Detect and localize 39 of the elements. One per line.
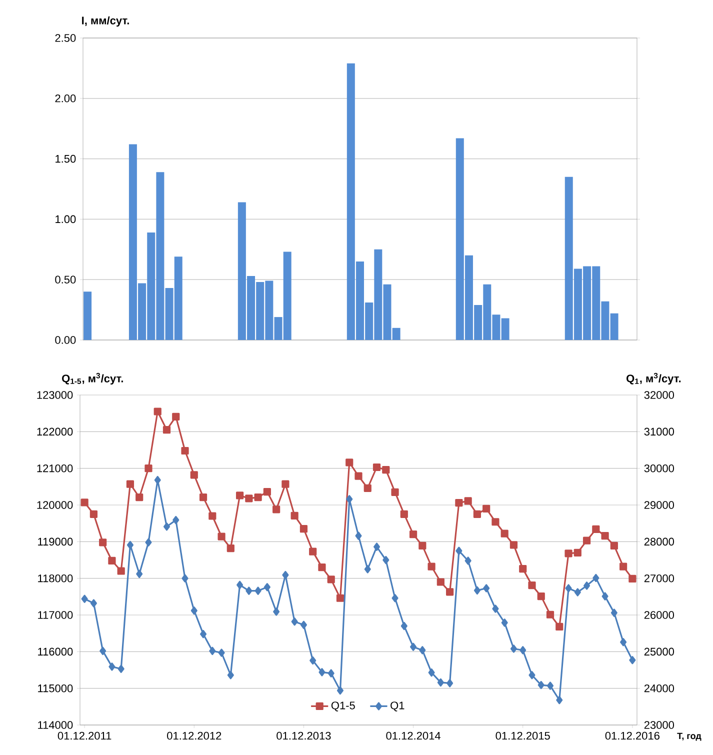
y-tick-label: 1.50 <box>56 154 76 163</box>
y-tick-label: 2.50 <box>55 34 76 42</box>
legend-label: Q1-5 <box>331 702 355 712</box>
y-tick-label: 0.00 <box>55 336 76 344</box>
x-axis-title: Т, год <box>677 732 702 741</box>
x-tick-label: 01.12.2013 <box>276 732 331 740</box>
y-tick-label: 123000 <box>37 391 73 399</box>
x-tick-label: 01.12.2014 <box>386 732 440 740</box>
y-axis-title: Q$_{1-5}$, м$^{3}$/сут. <box>62 372 123 385</box>
y2-tick-label: 26000 <box>644 611 674 619</box>
legend-label: Q1 <box>390 702 404 712</box>
bar <box>84 292 92 340</box>
y2-tick-label: 29000 <box>644 501 674 509</box>
y2-tick-label: 23000 <box>644 721 674 729</box>
y2-tick-label: 24000 <box>644 684 674 692</box>
y2-tick-label: 32000 <box>644 391 674 399</box>
y2-tick-label: 30000 <box>644 464 674 472</box>
x-tick-label: 01.12.2012 <box>167 732 222 740</box>
y-tick-label: 119000 <box>38 538 73 546</box>
y-tick-label: 115000 <box>38 684 73 692</box>
y-axis-title: I, мм/сут. <box>82 16 129 27</box>
y-tick-label: 116000 <box>38 648 73 656</box>
x-tick-label: 01.12.2015 <box>496 732 550 740</box>
y2-tick-label: 28000 <box>644 538 674 546</box>
y-tick-label: 1.00 <box>56 215 76 224</box>
y2-axis-title: Q$_{1}$, м$^{3}$/сут. <box>626 372 681 385</box>
x-tick-label: 01.12.2016 <box>605 732 660 740</box>
y-tick-label: 121000 <box>37 464 73 472</box>
y-tick-label: 0.50 <box>55 276 76 284</box>
y-tick-label: 120000 <box>37 501 73 509</box>
y2-tick-label: 27000 <box>644 574 674 582</box>
y2-tick-label: 25000 <box>644 648 674 656</box>
y-tick-label: 114000 <box>38 721 73 729</box>
y-tick-label: 118000 <box>38 574 73 582</box>
y-tick-label: 117000 <box>38 611 73 619</box>
y2-tick-label: 31000 <box>644 428 674 436</box>
x-tick-label: 01.12.2011 <box>58 732 112 740</box>
y-tick-label: 122000 <box>37 428 73 436</box>
y-tick-label: 2.00 <box>55 94 76 102</box>
